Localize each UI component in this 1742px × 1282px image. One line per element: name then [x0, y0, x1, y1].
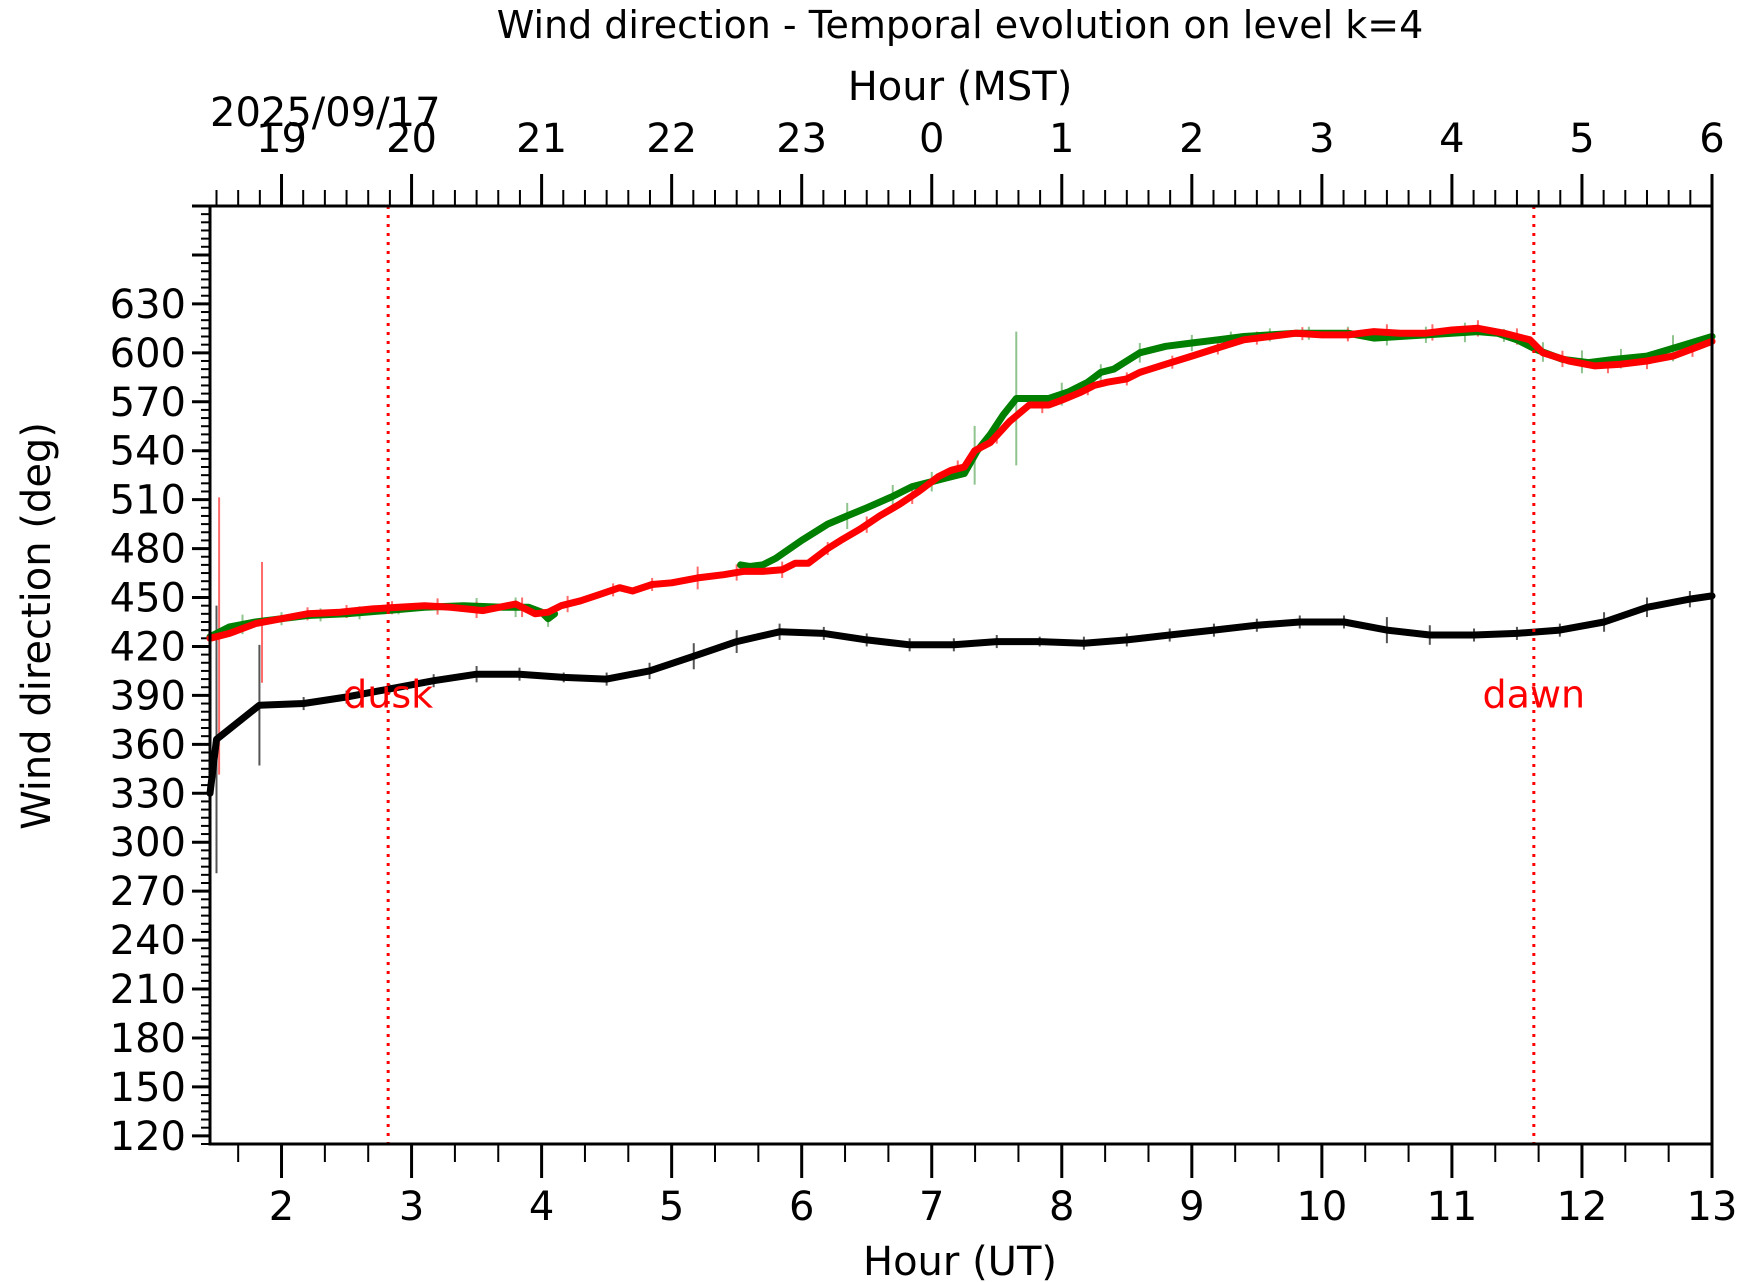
y-tick-label: 180	[110, 1016, 186, 1062]
y-tick-label: 240	[110, 918, 186, 964]
y-tick-label: 480	[110, 527, 186, 573]
x-tick-label: 8	[1049, 1184, 1074, 1230]
top-tick-label: 2	[1179, 116, 1204, 162]
top-tick-label: 3	[1309, 116, 1334, 162]
x-tick-label: 6	[789, 1184, 814, 1230]
y-tick-label: 570	[110, 380, 186, 426]
top-tick-label: 20	[386, 116, 437, 162]
top-tick-label: 5	[1569, 116, 1594, 162]
y-tick-label: 540	[110, 429, 186, 475]
y-tick-label: 630	[110, 282, 186, 328]
y-tick-label: 600	[110, 331, 186, 377]
x-tick-label: 2	[269, 1184, 294, 1230]
dusk-dawn-lines	[386, 206, 1536, 1144]
x-tick-label: 10	[1296, 1184, 1347, 1230]
x-tick-label: 11	[1426, 1184, 1477, 1230]
annotations: dusk dawn	[343, 672, 1585, 716]
x-tick-label: 3	[399, 1184, 424, 1230]
tick-labels: 1201501802102402703003303603904204504805…	[110, 116, 1738, 1230]
plot-frame	[208, 204, 1714, 1146]
top-tick-label: 1	[1049, 116, 1074, 162]
annotation-dusk: dusk	[343, 672, 433, 716]
x-axis-label: Hour (UT)	[863, 1239, 1057, 1282]
x-tick-label: 12	[1557, 1184, 1608, 1230]
y-tick-label: 120	[110, 1114, 186, 1160]
y-tick-label: 450	[110, 576, 186, 622]
x-tick-label: 4	[529, 1184, 554, 1230]
top-tick-label: 22	[646, 116, 697, 162]
x-tick-label: 13	[1687, 1184, 1738, 1230]
top-tick-label: 19	[256, 116, 307, 162]
top-axis-label: Hour (MST)	[848, 64, 1073, 110]
series-line-red	[206, 324, 1716, 642]
y-tick-label: 360	[110, 722, 186, 768]
y-tick-label: 210	[110, 967, 186, 1013]
series-line-black	[206, 592, 1716, 797]
x-tick-label: 5	[659, 1184, 684, 1230]
x-tick-label: 7	[919, 1184, 944, 1230]
top-tick-label: 4	[1439, 116, 1464, 162]
date-label: 2025/09/17	[210, 90, 441, 136]
chart-title: Wind direction - Temporal evolution on l…	[497, 3, 1424, 47]
annotation-dawn: dawn	[1483, 672, 1586, 716]
x-tick-label: 9	[1179, 1184, 1204, 1230]
top-tick-label: 0	[919, 116, 944, 162]
top-tick-label: 23	[776, 116, 827, 162]
y-tick-label: 390	[110, 673, 186, 719]
y-axis-label: Wind direction (deg)	[14, 422, 60, 830]
top-tick-label: 6	[1699, 116, 1724, 162]
y-tick-label: 510	[110, 478, 186, 524]
y-tick-label: 150	[110, 1065, 186, 1111]
y-tick-label: 330	[110, 771, 186, 817]
y-tick-label: 420	[110, 624, 186, 670]
error-bars	[215, 320, 1694, 874]
series-line-green	[737, 328, 1716, 570]
top-tick-label: 21	[516, 116, 567, 162]
y-tick-label: 300	[110, 820, 186, 866]
series-lines	[206, 324, 1716, 797]
y-tick-label: 270	[110, 869, 186, 915]
